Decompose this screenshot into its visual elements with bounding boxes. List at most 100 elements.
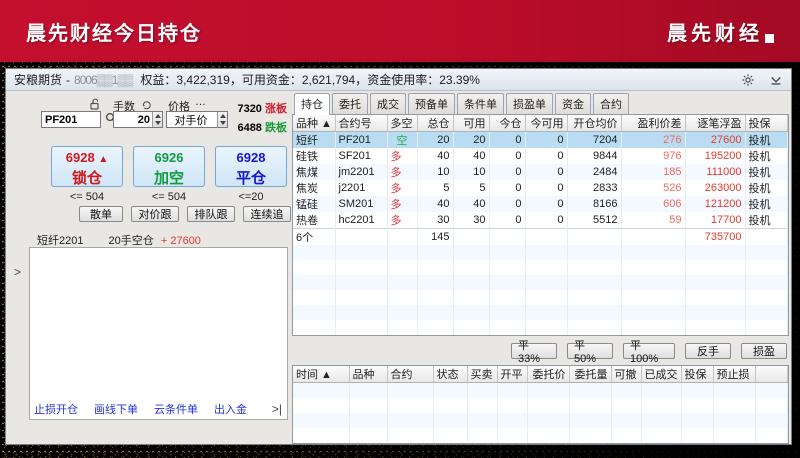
settings-gear-icon[interactable] bbox=[741, 73, 755, 87]
usage-label: ，资金使用率： bbox=[355, 73, 440, 87]
close-actions-row: 平33% 平50% 平100% 反手 损盈 bbox=[292, 340, 787, 365]
close-price: 6928 bbox=[236, 150, 266, 165]
panel-expander[interactable]: > bbox=[14, 265, 22, 279]
short-price: 6926 bbox=[154, 150, 184, 165]
position-summary-line: 短纤2201 20手空仓 + 27600 bbox=[37, 232, 201, 248]
price-label: 价格 bbox=[168, 101, 190, 113]
available-label: ，可用资金： bbox=[229, 73, 302, 87]
lock-cap: <= 504 bbox=[69, 191, 105, 203]
lots-stepper[interactable]: 20 bbox=[113, 111, 163, 128]
positions-summary-row: 6个 145 735700 bbox=[293, 228, 788, 245]
reverse-button[interactable]: 反手 bbox=[685, 343, 731, 359]
usage-value: 23.39% bbox=[439, 72, 480, 87]
position-pnl: + 27600 bbox=[160, 235, 201, 247]
depth-queue-box bbox=[29, 247, 288, 420]
broker-name: 安粮期货 bbox=[14, 73, 63, 87]
tab-fills[interactable]: 成交 bbox=[370, 93, 406, 114]
window-titlebar: 安粮期货 - 8006▒▒1▒▒ 权益： 3,422,319 ，可用资金： 2,… bbox=[6, 69, 791, 91]
available-value: 2,621,794 bbox=[301, 72, 356, 87]
cloud-condition-link[interactable]: 云条件单 bbox=[154, 404, 198, 416]
short-label: 加空 bbox=[153, 170, 184, 187]
summary-count: 6个 bbox=[293, 228, 336, 245]
limit-up-row: 7320 涨板 bbox=[225, 100, 287, 116]
lock-label: 锁仓 bbox=[71, 170, 102, 187]
price-more-dots[interactable]: … bbox=[195, 96, 206, 108]
limit-down-row: 6488 跌板 bbox=[225, 119, 287, 135]
queue-follow-button[interactable]: 排队跟 bbox=[187, 206, 235, 222]
account-number: 8006▒▒1▒▒ bbox=[74, 72, 133, 87]
tab-prepared[interactable]: 预备单 bbox=[408, 93, 455, 114]
minimize-icon[interactable] bbox=[769, 73, 783, 87]
equity-value: 3,422,319 bbox=[176, 72, 230, 87]
order-panel: 手数 20 价格 … 对手价 7320 涨板 6488 跌板 6928 ▲ 锁仓 bbox=[10, 93, 292, 443]
close-label: 平仓 bbox=[235, 170, 266, 187]
positions-table: 品种 ▲ 合约号 多空 总仓 可用 今仓 今可用 开仓均价 盈利价差 逐笔浮盈 … bbox=[293, 115, 788, 335]
limit-up-price: 7320 bbox=[237, 103, 262, 115]
tab-funds[interactable]: 资金 bbox=[555, 93, 591, 114]
close-cap: <=20 bbox=[238, 191, 264, 203]
add-short-button[interactable]: 6926 加空 bbox=[133, 146, 205, 187]
limit-down-price: 6488 bbox=[237, 122, 262, 134]
banner-title: 晨先财经今日持仓 bbox=[26, 22, 202, 45]
left-footer-links: 止损开仓 画线下单 云条件单 出入金 >| bbox=[10, 401, 292, 417]
tab-contracts[interactable]: 合约 bbox=[593, 93, 629, 114]
limit-down-tag: 跌板 bbox=[265, 122, 287, 134]
empty-position-rows bbox=[293, 245, 788, 335]
orders-table-frame: 时间 ▲ 品种 合约 状态 买卖 开平 委托价 委托量 可撤 已成交 投保 预止… bbox=[292, 365, 789, 444]
equity-label: 权益： bbox=[140, 73, 177, 87]
symbol-input[interactable] bbox=[41, 111, 101, 128]
top-banner: 晨先财经今日持仓 晨先财经 bbox=[0, 0, 800, 62]
tab-stop-profit[interactable]: 损盈单 bbox=[506, 93, 553, 114]
close-33-button[interactable]: 平33% bbox=[511, 340, 557, 365]
tab-bar: 持仓 委托 成交 预备单 条件单 损盈单 资金 合约 bbox=[292, 93, 789, 115]
price-mode-select[interactable]: 对手价 bbox=[166, 111, 228, 128]
positions-header-row[interactable]: 品种 ▲ 合约号 多空 总仓 可用 今仓 今可用 开仓均价 盈利价差 逐笔浮盈 … bbox=[293, 115, 788, 132]
price-mode-value[interactable]: 对手价 bbox=[174, 114, 208, 127]
right-panel: 持仓 委托 成交 预备单 条件单 损盈单 资金 合约 品种 ▲ 合约号 bbox=[292, 93, 789, 444]
brand-text: 晨先财经 bbox=[667, 22, 763, 45]
close-position-button[interactable]: 6928 平仓 bbox=[215, 146, 287, 187]
close-100-button[interactable]: 平100% bbox=[623, 340, 675, 365]
brand-square-icon bbox=[765, 33, 774, 43]
panel-collapse[interactable]: >| bbox=[271, 402, 282, 416]
lots-value[interactable]: 20 bbox=[137, 113, 150, 126]
line-order-link[interactable]: 画线下单 bbox=[94, 404, 138, 416]
tab-conditional[interactable]: 条件单 bbox=[457, 93, 504, 114]
follow-price-button[interactable]: 对价跟 bbox=[131, 206, 179, 222]
unlock-icon[interactable] bbox=[89, 98, 101, 110]
position-desc: 20手空仓 bbox=[108, 235, 154, 247]
stoploss-open-link[interactable]: 止损开仓 bbox=[34, 404, 78, 416]
lots-spin-buttons[interactable] bbox=[152, 112, 162, 127]
single-order-button[interactable]: 散单 bbox=[79, 206, 123, 222]
positions-table-frame: 品种 ▲ 合约号 多空 总仓 可用 今仓 今可用 开仓均价 盈利价差 逐笔浮盈 … bbox=[292, 114, 789, 336]
price-spin-buttons[interactable] bbox=[217, 112, 227, 127]
tab-positions[interactable]: 持仓 bbox=[294, 93, 330, 115]
banner-brand: 晨先财经 bbox=[667, 17, 774, 46]
limit-up-tag: 涨板 bbox=[265, 103, 287, 115]
dash: - bbox=[66, 72, 71, 87]
trading-window: 安粮期货 - 8006▒▒1▒▒ 权益： 3,422,319 ，可用资金： 2,… bbox=[5, 68, 792, 445]
summary-float-total: 735700 bbox=[685, 228, 746, 245]
summary-total-lots: 145 bbox=[417, 228, 454, 245]
close-50-button[interactable]: 平50% bbox=[567, 340, 613, 365]
lock-position-button[interactable]: 6928 ▲ 锁仓 bbox=[51, 146, 123, 187]
deposit-withdraw-link[interactable]: 出入金 bbox=[214, 404, 247, 416]
position-name: 短纤2201 bbox=[37, 235, 84, 247]
short-cap: <= 504 bbox=[151, 191, 187, 203]
stop-profit-button[interactable]: 损盈 bbox=[741, 343, 787, 359]
orders-table: 时间 ▲ 品种 合约 状态 买卖 开平 委托价 委托量 可撤 已成交 投保 预止… bbox=[293, 366, 788, 443]
chase-button[interactable]: 连续追 bbox=[243, 206, 291, 222]
orders-header-row[interactable]: 时间 ▲ 品种 合约 状态 买卖 开平 委托价 委托量 可撤 已成交 投保 预止… bbox=[293, 366, 788, 383]
up-arrow-icon: ▲ bbox=[98, 154, 109, 165]
tab-orders[interactable]: 委托 bbox=[332, 93, 368, 114]
lots-label: 手数 bbox=[113, 101, 135, 113]
lock-price: 6928 bbox=[65, 150, 95, 165]
empty-order-rows bbox=[293, 382, 788, 443]
repeat-icon[interactable] bbox=[141, 99, 152, 110]
